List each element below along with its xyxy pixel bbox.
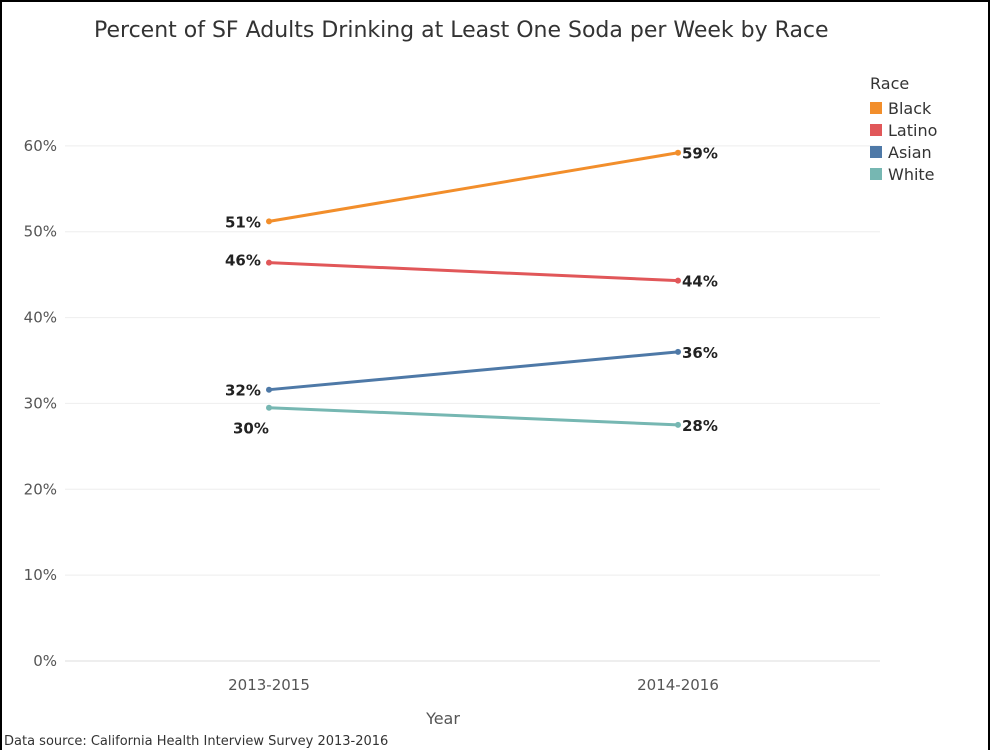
y-tick-label: 30%	[24, 394, 57, 412]
data-point-white	[266, 404, 272, 411]
series-line-black	[268, 151, 679, 223]
x-axis-ticks: 2013-2015 2014-2016	[228, 676, 719, 694]
y-axis-ticks: 0% 10% 20% 30% 40% 50% 60%	[24, 137, 57, 670]
data-labels: 51% 59% 46% 44% 32% 36% 30% 28%	[225, 145, 718, 438]
legend-swatch	[870, 146, 882, 158]
data-point-white	[675, 421, 681, 428]
legend: Race Black Latino Asian White	[870, 74, 937, 185]
data-label-latino: 46%	[225, 252, 261, 270]
series-line-asian	[268, 350, 679, 392]
y-tick-label: 50%	[24, 223, 57, 241]
legend-label: Black	[888, 98, 932, 118]
legend-item-black[interactable]: Black	[870, 97, 937, 119]
legend-swatch	[870, 124, 882, 136]
data-point-asian	[266, 386, 272, 393]
x-axis-title: Year	[425, 709, 460, 728]
data-point-black	[266, 218, 272, 225]
legend-item-white[interactable]: White	[870, 163, 937, 185]
data-label-latino: 44%	[682, 273, 718, 291]
chart-title: Percent of SF Adults Drinking at Least O…	[94, 18, 829, 43]
data-point-asian	[675, 348, 681, 355]
y-tick-label: 40%	[24, 309, 57, 327]
series-lines	[266, 149, 681, 428]
x-tick-label: 2014-2016	[637, 676, 719, 694]
data-label-asian: 32%	[225, 382, 261, 400]
legend-title: Race	[870, 74, 910, 93]
x-tick-label: 2013-2015	[228, 676, 310, 694]
legend-label: Latino	[888, 120, 938, 140]
data-label-black: 51%	[225, 213, 261, 231]
data-label-black: 59%	[682, 145, 718, 163]
series-line-latino	[268, 261, 679, 283]
legend-item-latino[interactable]: Latino	[870, 119, 937, 141]
legend-label: Asian	[888, 142, 932, 162]
data-point-black	[675, 149, 681, 156]
y-tick-label: 60%	[24, 137, 57, 155]
gridlines	[65, 145, 880, 662]
y-tick-label: 10%	[24, 566, 57, 584]
data-label-asian: 36%	[682, 344, 718, 362]
legend-item-asian[interactable]: Asian	[870, 141, 937, 163]
data-label-white: 30%	[233, 420, 269, 438]
y-tick-label: 0%	[33, 652, 57, 670]
legend-swatch	[870, 102, 882, 114]
data-point-latino	[266, 259, 272, 266]
data-source-note: Data source: California Health Interview…	[4, 734, 389, 749]
legend-swatch	[870, 168, 882, 180]
data-point-latino	[675, 277, 681, 284]
legend-label: White	[888, 164, 935, 184]
data-label-white: 28%	[682, 417, 718, 435]
series-line-white	[268, 406, 679, 427]
y-tick-label: 20%	[24, 480, 57, 498]
legend-items: Black Latino Asian White	[870, 97, 937, 185]
